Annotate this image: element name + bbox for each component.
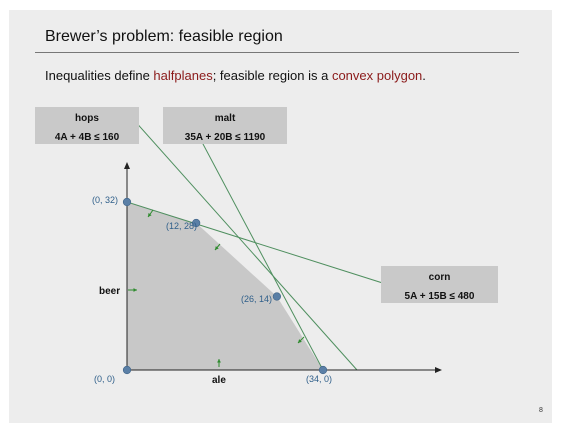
subtitle-term-halfplanes: halfplanes — [153, 68, 213, 83]
vertex-label: (12, 28) — [166, 221, 197, 231]
vertex-point — [122, 365, 132, 375]
hops-constraint-line — [124, 109, 358, 371]
malt-constraint-line — [185, 111, 324, 371]
x-axis-arrowhead — [435, 367, 442, 373]
title-divider — [35, 52, 519, 53]
constraint-equation: 5A + 15B ≤ 480 — [404, 291, 475, 302]
subtitle-text-1: Inequalities define — [45, 68, 154, 83]
corn-direction-arrow-head — [148, 213, 152, 217]
constraint-box-hops: hops 4A + 4B ≤ 160 — [35, 107, 139, 144]
vertex-label: (26, 14) — [241, 294, 272, 304]
constraint-name: malt — [214, 113, 236, 124]
nonneg-beer-arrow-head — [217, 359, 221, 363]
vertex-label: (0, 0) — [94, 374, 115, 384]
vertex-point — [318, 365, 328, 375]
hops-direction-arrow-head — [215, 246, 219, 250]
vertex-label: (0, 32) — [92, 195, 118, 205]
constraint-equation: 4A + 4B ≤ 160 — [54, 132, 120, 143]
subtitle-term-convex-polygon: convex polygon — [331, 68, 423, 83]
vertex-point — [272, 292, 281, 301]
x-axis-label: ale — [212, 375, 226, 386]
malt-direction-arrow-head — [298, 339, 302, 343]
constraint-equation: 35A + 20B ≤ 1190 — [184, 132, 266, 143]
feasible-region — [127, 202, 324, 370]
page-number: 8 — [539, 407, 543, 414]
vertex-point — [192, 218, 201, 228]
vertex-label: (34, 0) — [306, 374, 332, 384]
constraint-box-corn: corn 5A + 15B ≤ 480 — [381, 266, 498, 303]
subtitle-text-3: . — [422, 68, 426, 83]
constraint-name: hops — [75, 113, 99, 124]
subtitle: Inequalities define halfplanes; feasible… — [45, 68, 426, 83]
vertex-point — [122, 197, 132, 207]
y-axis-arrowhead — [124, 162, 130, 169]
subtitle-text-2: ; feasible region is a — [212, 68, 332, 83]
corn-constraint-line — [126, 201, 431, 299]
slide-title: Brewer’s problem: feasible region — [45, 28, 283, 45]
constraint-box-malt: malt 35A + 20B ≤ 1190 — [163, 107, 287, 144]
nonneg-ale-arrow-head — [133, 288, 137, 292]
constraint-name: corn — [428, 272, 451, 283]
y-axis-label: beer — [99, 286, 120, 297]
